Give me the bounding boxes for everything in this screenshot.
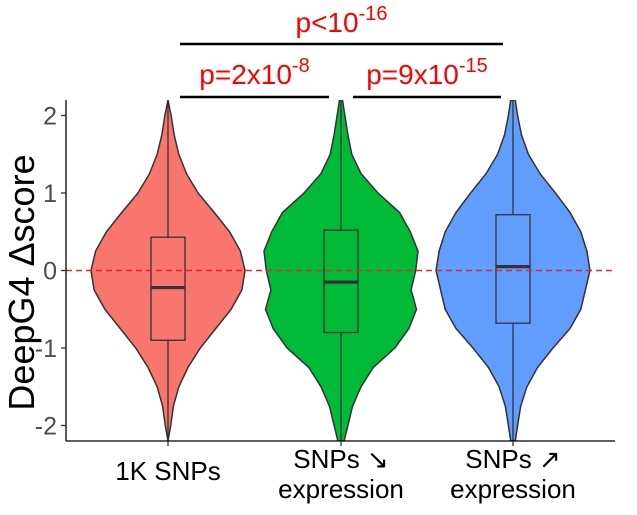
x-tick-label: SNPs ↗ expression [450,444,576,504]
y-tick-label: -1 [35,335,57,363]
y-tick-label: 2 [43,103,57,131]
p-value-label: p<10-16 [296,3,388,38]
x-tick-label: 1K SNPs [115,456,221,486]
y-axis-title: DeepG4 Δscore [1,154,42,410]
y-tick-label: 0 [43,258,57,286]
p-value-label: p=9x10-15 [366,55,488,90]
p-value-label: p=2x10-8 [199,55,309,90]
y-tick-label: -2 [35,413,57,441]
y-tick-label: 1 [43,180,57,208]
box-3 [495,214,531,324]
x-tick-label: SNPs ↘ expression [278,444,404,504]
